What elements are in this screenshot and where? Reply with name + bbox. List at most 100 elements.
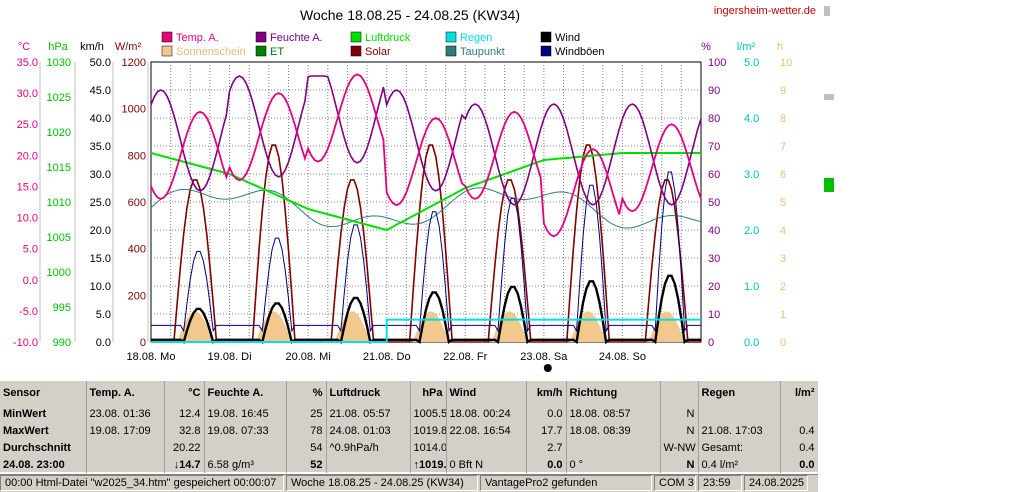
hpa-tick: 1000 (47, 267, 71, 279)
temp-tick: 15.0 (17, 181, 38, 193)
stats-cell: ↓14.7 (164, 456, 205, 473)
kmh-tick: 5.0 (96, 309, 111, 321)
day-label: 21.08. Do (363, 351, 411, 363)
hpa-tick: 1015 (47, 162, 71, 174)
kmh-tick: 20.0 (90, 225, 111, 237)
stats-cell: °C (164, 381, 205, 405)
wm2-tick: 1000 (122, 104, 146, 116)
stats-cell: 18.08. 08:39 (566, 422, 661, 439)
rain-line (151, 318, 701, 343)
h-tick: 5 (780, 197, 786, 209)
scroll-grip[interactable] (824, 6, 830, 16)
hpa-tick: 1025 (47, 92, 71, 104)
stats-cell: 32.8 (164, 422, 205, 439)
status-port: COM 3 (654, 475, 696, 491)
gust-line (151, 171, 701, 333)
wm2-tick: 400 (128, 244, 146, 256)
stats-row: MinWert 23.08. 01:36 12.4 19.08. 16:45 25 21.… (0, 405, 819, 422)
wind-line (151, 274, 701, 345)
h-tick: 7 (780, 141, 786, 153)
h-tick: 3 (780, 253, 786, 265)
legend-swatch (445, 45, 457, 57)
hpa-tick: 990 (53, 337, 71, 349)
plot-area (150, 61, 702, 343)
stats-cell (86, 439, 165, 456)
stats-cell: 19.08. 07:33 (204, 422, 287, 439)
scroll-grip[interactable] (824, 94, 834, 100)
wm2-tick: 1200 (122, 57, 146, 69)
temp-tick: 20.0 (17, 150, 38, 162)
stats-cell: 2.7 (526, 439, 567, 456)
legend-swatch (350, 45, 362, 57)
stats-cell: 0 Bft N (446, 456, 527, 473)
status-device: VantagePro2 gefunden (480, 475, 652, 491)
stats-row: Durchschnitt 20.22 54 ^0.9hPa/h 1014.0 2.7 W-N… (0, 439, 819, 456)
stats-cell: 1014.0 (410, 439, 447, 456)
h-tick: 8 (780, 113, 786, 125)
legend-swatch (161, 31, 173, 43)
stats-cell: N (660, 405, 699, 422)
pct-tick: 80 (708, 113, 720, 125)
stats-cell: 0.4 (780, 422, 819, 439)
stats-cell: 24.08. 23:00 (0, 456, 87, 473)
stats-cell: 54 (286, 439, 327, 456)
kmh-tick: 10.0 (90, 281, 111, 293)
stats-cell: ^0.9hPa/h (326, 439, 411, 456)
moon-icon (543, 364, 552, 372)
kmh-tick: 0.0 (96, 337, 111, 349)
legend-swatch (161, 45, 173, 57)
stats-cell (446, 439, 527, 456)
statistics-table: Sensor Temp. A. °C Feuchte A.% Luftdruck hPa W… (0, 381, 819, 473)
stats-cell: 0 ° (566, 456, 661, 473)
lm2-tick: 3.0 (744, 169, 759, 181)
day-label: 23.08. Sa (520, 351, 568, 363)
hpa-tick: 1005 (47, 232, 71, 244)
stats-cell: W-NW (660, 439, 699, 456)
legend-label: ET (270, 46, 284, 58)
pct-tick: 100 (708, 57, 726, 69)
pct-tick: 70 (708, 141, 720, 153)
kmh-tick: 50.0 (90, 57, 111, 69)
legend-label: Taupunkt (460, 46, 505, 58)
stats-cell: 20.22 (164, 439, 205, 456)
unit-label: °C (18, 41, 30, 53)
stats-cell: 0.4 l/m² (698, 456, 781, 473)
stats-cell: N (660, 422, 699, 439)
unit-label: km/h (80, 41, 104, 53)
temp-tick: 10.0 (17, 213, 38, 225)
stats-cell: 12.4 (164, 405, 205, 422)
stats-cell: 23.08. 01:36 (86, 405, 165, 422)
pct-tick: 0 (708, 337, 714, 349)
stats-cell: l/m² (780, 381, 819, 405)
stats-cell: 6.58 g/m³ (204, 456, 287, 473)
day-label: 19.08. Di (208, 351, 252, 363)
h-tick: 2 (780, 281, 786, 293)
temperature-line (150, 73, 702, 238)
h-tick: 10 (780, 57, 792, 69)
pct-tick: 30 (708, 253, 720, 265)
hpa-tick: 995 (53, 302, 71, 314)
legend-swatch (255, 45, 267, 57)
stats-cell: 19.08. 17:09 (86, 422, 165, 439)
stats-cell: 0.0 (526, 405, 567, 422)
legend-label: Regen (460, 32, 492, 44)
kmh-tick: 40.0 (90, 113, 111, 125)
temp-tick: 0.0 (23, 275, 38, 287)
lm2-tick: 2.0 (744, 225, 759, 237)
statistics-panel: Sensor Temp. A. °C Feuchte A.% Luftdruck hPa W… (0, 380, 819, 473)
stats-cell: 0.4 (780, 439, 819, 456)
unit-label: % (701, 41, 711, 53)
legend-swatch (255, 31, 267, 43)
stats-cell: km/h (526, 381, 567, 405)
kmh-tick: 45.0 (90, 85, 111, 97)
pct-tick: 10 (708, 309, 720, 321)
day-label: 22.08. Fr (443, 351, 487, 363)
stats-cell: MinWert (0, 405, 87, 422)
mini-chart-fragment (824, 178, 834, 192)
right-blank-area (818, 0, 1034, 492)
temp-tick: 25.0 (17, 119, 38, 131)
legend-label: Feuchte A. (270, 32, 323, 44)
stats-cell: 18.08. 00:24 (446, 405, 527, 422)
stats-cell: Sensor (0, 381, 87, 405)
